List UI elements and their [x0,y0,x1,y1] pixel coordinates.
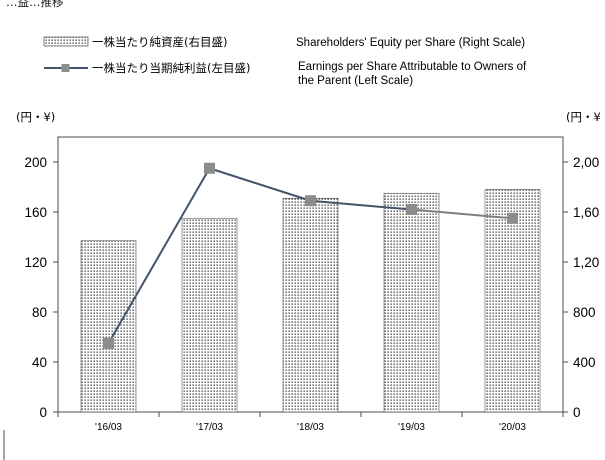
bar [80,240,137,413]
x-tick-label: '17/03 [196,422,223,433]
right-tick-label: 800 [573,305,596,320]
left-axis-unit: (円・¥) [16,110,55,124]
legend-line-label-en-2: the Parent (Left Scale) [298,75,413,87]
eps-line-segment [107,167,211,344]
legend-bar-label-en: Shareholders' Equity per Share (Right Sc… [296,37,525,49]
right-tick-label: 0 [573,405,581,420]
left-tick-label: 0 [39,405,47,420]
eps-line-segment [310,199,412,211]
eps-marker [204,162,215,174]
right-tick-label: 2,00 [573,155,599,170]
bar [181,217,238,413]
right-tick-label: 1,20 [573,255,599,270]
header-fragment: …益…推移 [6,0,64,9]
x-tick-label: '18/03 [297,422,324,433]
right-axis-unit: (円・¥ [566,110,601,124]
eps-marker [103,337,114,349]
x-tick-label: '20/03 [499,422,526,433]
left-tick-label: 40 [32,355,47,370]
right-tick-label: 400 [573,355,596,370]
bar [282,197,339,413]
left-tick-label: 160 [24,205,47,220]
left-tick-label: 200 [24,155,47,170]
legend-line-marker [61,64,70,72]
legend-bar-label-jp: 一株当たり純資産(右目盛) [92,35,227,49]
left-tick-label: 80 [32,305,47,320]
bar [484,189,541,413]
eps-line-segment [209,167,311,202]
eps-line-segment [411,208,513,220]
x-tick-label: '19/03 [398,422,425,433]
left-tick-label: 120 [24,255,47,270]
legend-line-label-jp: 一株当たり当期純利益(左目盛) [92,61,250,75]
legend-bar-swatch [43,36,89,47]
eps-marker [406,204,417,215]
bar [383,192,440,413]
eps-marker [507,212,518,224]
legend-line-label-en-1: Earnings per Share Attributable to Owner… [298,61,527,73]
x-tick-label: '16/03 [95,422,122,433]
eps-marker [305,195,316,207]
right-tick-label: 1,60 [573,205,599,220]
